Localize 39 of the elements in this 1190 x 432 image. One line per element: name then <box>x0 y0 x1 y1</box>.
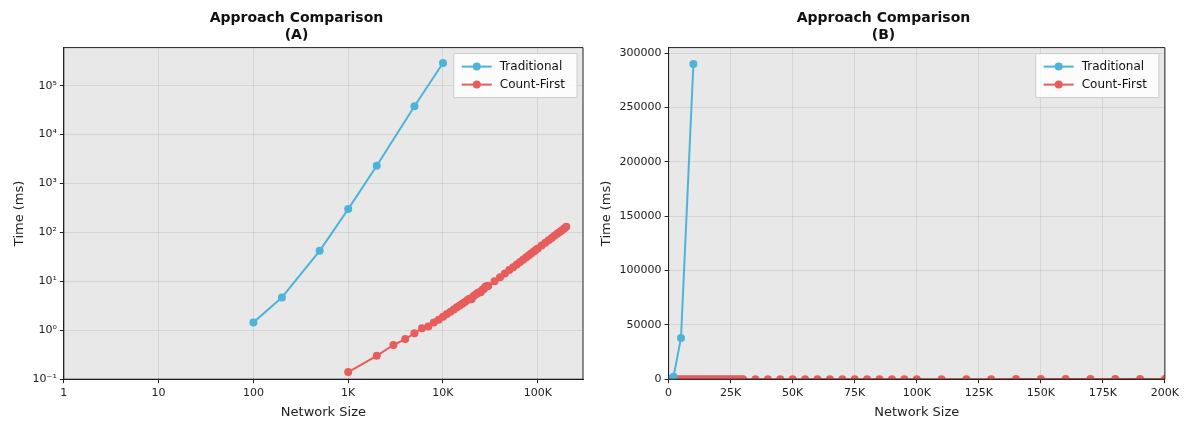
x-tick-label: 125K <box>964 385 994 399</box>
y-tick-label: 50000 <box>626 317 662 331</box>
y-tick-label: 300000 <box>619 45 662 59</box>
y-tick-label: 10¹ <box>38 274 57 288</box>
y-tick-label: 10³ <box>38 176 57 190</box>
x-tick-label: 175K <box>1088 385 1118 399</box>
chart-title: Approach Comparison (B) <box>796 9 971 42</box>
y-tick-label: 10⁴ <box>38 127 58 141</box>
x-tick-label: 100 <box>242 385 264 399</box>
legend-label: Traditional <box>1080 58 1145 73</box>
x-tick-label: 75K <box>844 385 867 399</box>
x-tick-label: 1K <box>341 385 357 399</box>
legend-label: Count-First <box>1081 76 1148 91</box>
y-tick-label: 10⁰ <box>38 323 58 337</box>
y-tick-label: 10² <box>38 225 57 239</box>
x-axis-title: Network Size <box>874 403 960 419</box>
x-tick-label: 100K <box>523 385 553 399</box>
x-tick-label: 200K <box>1150 385 1180 399</box>
y-axis-title: Time (ms) <box>598 180 614 248</box>
chart-title: Approach Comparison (A) <box>209 9 384 42</box>
x-tick-label: 25K <box>720 385 743 399</box>
x-tick-label: 150K <box>1026 385 1056 399</box>
x-tick-label: 10K <box>432 385 455 399</box>
x-tick-label: 10 <box>151 385 166 399</box>
legend-label: Count-First <box>499 76 566 91</box>
y-tick-label: 150000 <box>619 208 662 222</box>
x-tick-label: 100K <box>902 385 932 399</box>
y-tick-label: 10⁵ <box>38 78 57 92</box>
y-tick-label: 100000 <box>619 263 662 277</box>
y-tick-label: 0 <box>654 372 662 386</box>
x-tick-label: 0 <box>665 385 673 399</box>
x-tick-label: 1 <box>60 385 68 399</box>
y-tick-label: 10⁻¹ <box>32 372 57 386</box>
legend-label: Traditional <box>498 58 563 73</box>
x-axis-title: Network Size <box>280 403 366 419</box>
x-tick-label: 50K <box>782 385 805 399</box>
y-tick-label: 250000 <box>619 100 662 114</box>
y-tick-label: 200000 <box>619 154 662 168</box>
y-axis-title: Time (ms) <box>11 180 27 248</box>
